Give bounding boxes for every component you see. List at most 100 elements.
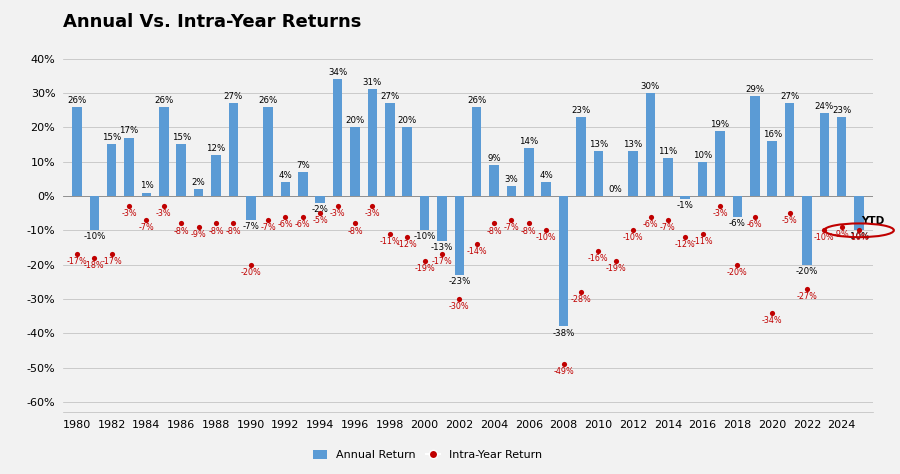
Text: -17%: -17%	[102, 257, 122, 266]
Point	[765, 309, 779, 317]
Point	[382, 230, 397, 237]
Point	[556, 361, 571, 368]
Text: -6%: -6%	[278, 219, 293, 228]
Text: -10%: -10%	[536, 233, 556, 242]
Text: -28%: -28%	[571, 295, 591, 304]
Text: -14%: -14%	[466, 247, 487, 256]
Bar	[490, 165, 499, 196]
Text: 17%: 17%	[120, 127, 139, 136]
Point	[608, 257, 623, 265]
Text: 27%: 27%	[224, 92, 243, 101]
Bar	[507, 186, 517, 196]
Text: -13%: -13%	[431, 243, 453, 252]
Text: -10%: -10%	[623, 233, 644, 242]
Text: 14%: 14%	[519, 137, 538, 146]
Point	[122, 202, 136, 210]
Bar	[594, 151, 603, 196]
Text: -9%: -9%	[191, 230, 206, 239]
Point	[435, 251, 449, 258]
Legend: Annual Return, Intra-Year Return: Annual Return, Intra-Year Return	[309, 446, 546, 465]
Point	[313, 210, 328, 217]
Text: -19%: -19%	[606, 264, 626, 273]
Text: 34%: 34%	[328, 68, 347, 77]
Text: 26%: 26%	[68, 96, 86, 105]
Point	[365, 202, 380, 210]
Bar	[680, 196, 690, 200]
Bar	[246, 196, 256, 220]
Text: 27%: 27%	[380, 92, 400, 101]
Point	[470, 240, 484, 248]
Bar	[576, 117, 586, 196]
Text: 23%: 23%	[832, 106, 851, 115]
Point	[157, 202, 171, 210]
Text: -19%: -19%	[414, 264, 435, 273]
Text: 1%: 1%	[140, 182, 153, 191]
Point	[748, 213, 762, 220]
Text: 11%: 11%	[658, 147, 678, 156]
Text: 31%: 31%	[363, 78, 382, 87]
Text: 30%: 30%	[641, 82, 660, 91]
Bar	[385, 103, 394, 196]
Text: 26%: 26%	[258, 96, 278, 105]
Text: -8%: -8%	[208, 227, 224, 236]
Text: -8%: -8%	[347, 227, 363, 236]
Point	[730, 261, 744, 268]
Text: Annual Vs. Intra-Year Returns: Annual Vs. Intra-Year Returns	[63, 13, 362, 31]
Text: 2%: 2%	[192, 178, 205, 187]
Point	[400, 233, 414, 241]
Bar	[176, 145, 186, 196]
Text: -38%: -38%	[553, 328, 575, 337]
Text: -5%: -5%	[312, 216, 328, 225]
Text: 13%: 13%	[624, 140, 643, 149]
Point	[696, 230, 710, 237]
Bar	[264, 107, 273, 196]
Point	[140, 216, 154, 224]
Bar	[194, 189, 203, 196]
Bar	[768, 141, 777, 196]
Point	[626, 227, 640, 234]
Bar	[820, 113, 829, 196]
Text: -3%: -3%	[122, 210, 137, 219]
Bar	[733, 196, 742, 217]
Text: 7%: 7%	[296, 161, 310, 170]
Text: 3%: 3%	[505, 174, 518, 183]
Bar	[854, 196, 864, 230]
Bar	[72, 107, 82, 196]
Point	[574, 288, 589, 296]
Text: -3%: -3%	[712, 210, 728, 219]
Text: -20%: -20%	[796, 267, 818, 276]
Text: -12%: -12%	[397, 240, 418, 249]
Text: -7%: -7%	[504, 223, 519, 232]
Text: 24%: 24%	[814, 102, 834, 111]
Point	[817, 227, 832, 234]
Text: 15%: 15%	[172, 133, 191, 142]
Text: 20%: 20%	[398, 116, 417, 125]
Text: -3%: -3%	[156, 210, 172, 219]
Text: -23%: -23%	[448, 277, 471, 286]
Bar	[559, 196, 569, 327]
Text: -8%: -8%	[226, 227, 241, 236]
Text: -30%: -30%	[449, 302, 470, 311]
Text: 12%: 12%	[206, 144, 226, 153]
Text: YTD: YTD	[860, 216, 884, 226]
Text: 10%: 10%	[693, 151, 712, 160]
Text: -20%: -20%	[240, 268, 261, 277]
Point	[644, 213, 658, 220]
Text: -10%: -10%	[849, 233, 869, 242]
Text: -10%: -10%	[814, 233, 834, 242]
Point	[209, 219, 223, 227]
Bar	[785, 103, 795, 196]
Point	[834, 223, 849, 231]
Bar	[107, 145, 116, 196]
Text: -8%: -8%	[174, 227, 189, 236]
Point	[87, 254, 102, 262]
Text: 26%: 26%	[154, 96, 174, 105]
Text: -3%: -3%	[329, 210, 346, 219]
Bar	[141, 192, 151, 196]
Point	[678, 233, 692, 241]
Text: -1%: -1%	[677, 201, 694, 210]
Text: -6%: -6%	[729, 219, 746, 228]
Point	[69, 251, 84, 258]
Bar	[645, 93, 655, 196]
Text: -18%: -18%	[84, 261, 104, 270]
